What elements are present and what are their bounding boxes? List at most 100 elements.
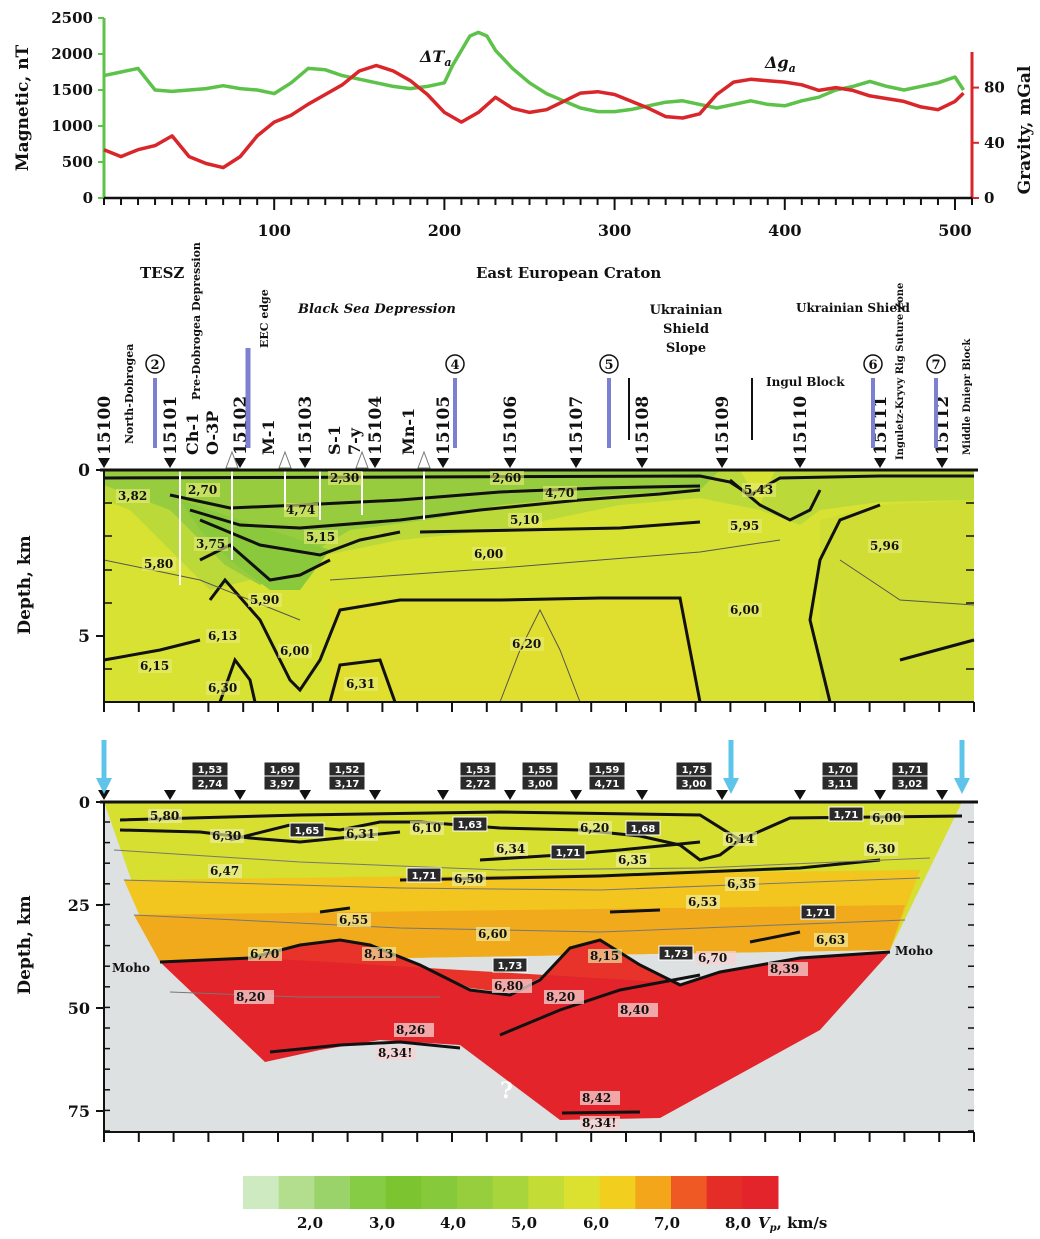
s2-velocity-bg	[580, 1091, 620, 1105]
well-ch1: Ch-1	[183, 413, 202, 455]
ukr-slope-2: Shield	[663, 322, 709, 337]
station-marker	[636, 458, 648, 468]
well-o3p: O-3P	[203, 411, 222, 455]
vpvs-bottom-value: 3,11	[828, 779, 853, 790]
legend-unit-p: p	[770, 1223, 777, 1234]
station-label: 15105	[434, 396, 454, 455]
s1-velocity-label: 6,00	[280, 644, 309, 658]
s1-velocity-bg	[508, 513, 542, 527]
vpvs-single-box	[289, 822, 325, 838]
s1-velocity-label: 2,60	[492, 471, 521, 485]
tesz-label: TESZ	[140, 264, 184, 282]
s2-velocity-bg	[337, 913, 371, 927]
s2-velocity-bg	[544, 990, 584, 1004]
s1-velocity-label: 5,10	[510, 513, 539, 527]
velocity-legend: 2,0 3,0 4,0 5,0 6,0 7,0 8,0 Vp, km/s	[243, 1176, 827, 1234]
s2-velocity-label: 6,55	[339, 913, 368, 927]
well-marker	[225, 450, 239, 469]
s2-line-d	[479, 840, 701, 862]
s2-velocity-bg	[725, 877, 759, 891]
s2-line-h	[749, 930, 801, 944]
legend-tick-label: 2,0	[297, 1214, 323, 1232]
s2-line-c	[229, 820, 741, 862]
station-label: 15110	[791, 396, 811, 455]
x-tick-label: 500	[938, 221, 971, 240]
s2-vpvs-boxes: 1,53 2,74 1,69 3,97 1,52 3,17 1,53 2,72 1,55 3,00…	[191, 761, 929, 973]
legend-tick-label: 8,0	[725, 1214, 751, 1232]
vpvs-bottom-value: 4,71	[595, 779, 620, 790]
legend-swatch	[492, 1176, 529, 1209]
profile-circle-label: 4	[450, 358, 459, 373]
vpvs-single-box	[406, 867, 442, 883]
s1-velocity-bg	[248, 593, 282, 607]
vpvs-bottom-value: 3,00	[528, 779, 553, 790]
s1-line-l	[328, 658, 397, 703]
s2-velocity-label: 8,40	[620, 1003, 649, 1017]
profile-circle	[926, 354, 946, 374]
s2-velocity-label: 8,42	[582, 1091, 611, 1105]
legend-swatch	[457, 1176, 494, 1209]
vpvs-top-value: 1,52	[335, 765, 360, 776]
legend-unit-v: V	[758, 1214, 771, 1232]
s2-velocity-label: 8,26	[396, 1023, 425, 1037]
ukr-shield-label: Ukrainian Shield	[796, 301, 911, 315]
s2-velocity-label: 8,13	[364, 947, 393, 961]
s1-velocity-bg	[206, 681, 240, 695]
s2-velocity-label: 8,15	[590, 949, 619, 963]
station-marker-s2	[874, 790, 886, 800]
dT-main: ΔT	[419, 47, 445, 66]
vpvs-single-value: 1,73	[498, 961, 523, 972]
well-m1: M-1	[259, 420, 278, 455]
s2-line-g	[609, 908, 661, 914]
s1-velocity-label: 4,70	[545, 486, 574, 500]
s2-velocity-bg	[618, 1003, 658, 1017]
x-ticks: 100 200 300 400 500	[103, 198, 973, 240]
vpvs-single-value: 1,71	[556, 848, 581, 859]
s2-velocity-label: 6,30	[866, 842, 895, 856]
s2-velocity-bg	[864, 842, 898, 856]
s1-velocity-label: 5,96	[870, 539, 899, 553]
vpvs-single-value: 1,71	[412, 871, 437, 882]
station-marker-s2	[570, 790, 582, 800]
vpvs-single-box	[492, 957, 528, 973]
s2-velocity-bg	[452, 872, 486, 886]
s2-velocity-labels: 5,80 6,30 6,31 6,47 6,10 6,34 6,20 6,35 6,14 6,00…	[148, 809, 904, 1130]
station-marker	[936, 458, 948, 468]
right-ticks: 0 40 80	[972, 79, 1005, 207]
station-marker-s2	[234, 790, 246, 800]
left-tick-label: 1500	[51, 81, 93, 99]
s2-velocity-label: 6,50	[454, 872, 483, 886]
station-marker	[299, 458, 311, 468]
s2-velocity-label: 6,70	[698, 951, 727, 965]
s1-velocity-label: 5,43	[744, 483, 773, 497]
vpvs-top-value: 1,70	[828, 765, 853, 776]
s1-velocity-bg	[543, 486, 577, 500]
x-tick-label: 400	[768, 221, 801, 240]
station-marker-s2	[437, 790, 449, 800]
s2-velocity-bg	[696, 951, 736, 965]
s2-velocity-label: 8,20	[546, 990, 575, 1004]
dg-sub: a	[789, 62, 796, 75]
s2-thin-a	[113, 849, 931, 871]
legend-swatch	[671, 1176, 708, 1209]
well-mn1: Mn-1	[399, 408, 418, 455]
s2-velocity-bg	[476, 927, 510, 941]
s2-velocity-bg	[494, 842, 528, 856]
s2-velocity-label: 6,34	[496, 842, 525, 856]
dT-sub: a	[444, 56, 451, 69]
circle-labels: 2 4 5 6 7	[145, 348, 946, 448]
vpvs-top-value: 1,55	[528, 765, 553, 776]
s1-velocity-label: 6,00	[730, 603, 759, 617]
station-label: 15101	[161, 396, 181, 455]
station-marker	[234, 458, 246, 468]
legend-tick-label: 3,0	[369, 1214, 395, 1232]
s1-thin-b	[329, 539, 781, 581]
magnetic-line	[103, 30, 965, 114]
station-label: 15106	[501, 396, 521, 455]
s1-velocity-label: 5,80	[144, 557, 173, 571]
vpvs-single-box	[800, 904, 836, 920]
station-label: 15108	[633, 396, 653, 455]
legend-ticks: 2,0 3,0 4,0 5,0 6,0 7,0 8,0	[297, 1214, 751, 1232]
s2-velocity-bg	[492, 979, 532, 993]
station-marker-s2	[936, 790, 948, 800]
